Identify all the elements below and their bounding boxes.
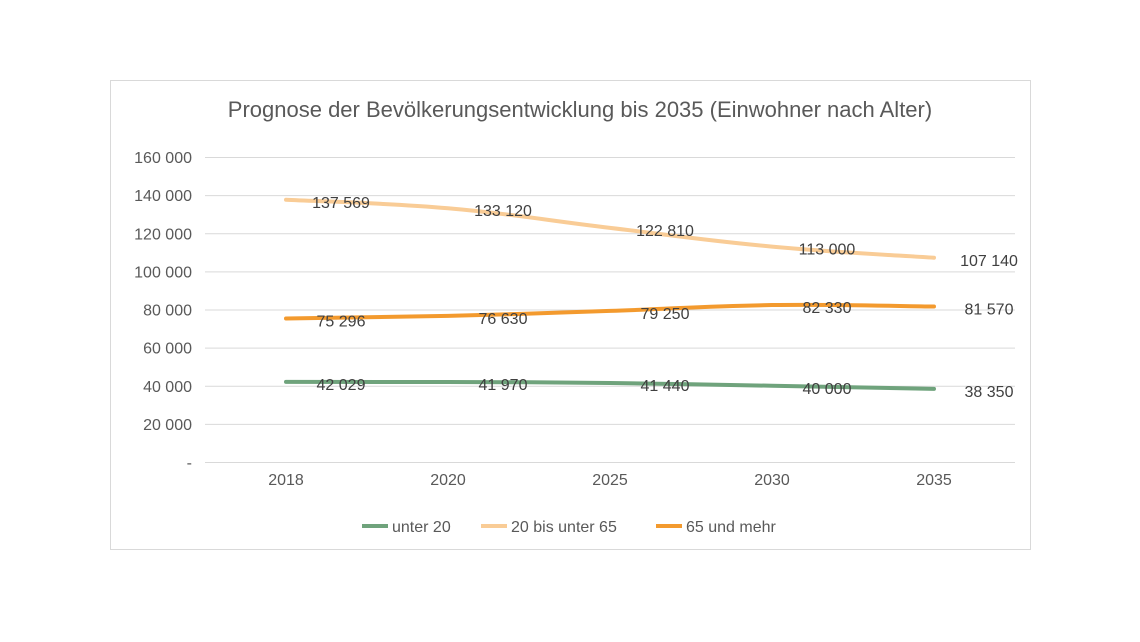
y-tick-label: 60 000 (143, 341, 192, 358)
data-label: 76 630 (479, 311, 528, 328)
data-label: 75 296 (317, 313, 366, 330)
legend-label: unter 20 (392, 519, 451, 536)
x-tick-label: 2020 (430, 472, 466, 489)
data-label: 137 569 (312, 195, 370, 212)
y-tick-label: 120 000 (134, 226, 192, 243)
data-label: 82 330 (803, 300, 852, 317)
y-tick-label: 40 000 (143, 379, 192, 396)
data-label: 42 029 (317, 377, 366, 394)
data-label: 79 250 (641, 306, 690, 323)
y-tick-label: 20 000 (143, 417, 192, 434)
x-tick-label: 2018 (268, 472, 304, 489)
x-tick-label: 2030 (754, 472, 790, 489)
series-line (284, 379, 936, 391)
x-tick-label: 2025 (592, 472, 628, 489)
data-label: 41 970 (479, 377, 528, 394)
y-tick-label: 160 000 (134, 150, 192, 167)
legend-label: 65 und mehr (686, 519, 777, 536)
data-label: 41 440 (641, 378, 690, 395)
chart-border (110, 80, 1031, 550)
chart-title: Prognose der Bevölkerungsentwicklung bis… (228, 97, 932, 122)
y-tick-label: 80 000 (143, 303, 192, 320)
series-line (284, 302, 936, 321)
x-tick-label: 2035 (916, 472, 952, 489)
y-tick-label: - (187, 455, 192, 472)
data-label: 81 570 (965, 302, 1014, 319)
data-label: 40 000 (803, 381, 852, 398)
data-label: 122 810 (636, 223, 694, 240)
legend-label: 20 bis unter 65 (511, 519, 617, 536)
data-label: 133 120 (474, 203, 532, 220)
data-label: 107 140 (960, 253, 1018, 270)
series-line (284, 197, 936, 260)
y-tick-label: 140 000 (134, 188, 192, 205)
y-tick-label: 100 000 (134, 264, 192, 281)
data-label: 38 350 (965, 384, 1014, 401)
data-label: 113 000 (799, 242, 856, 259)
